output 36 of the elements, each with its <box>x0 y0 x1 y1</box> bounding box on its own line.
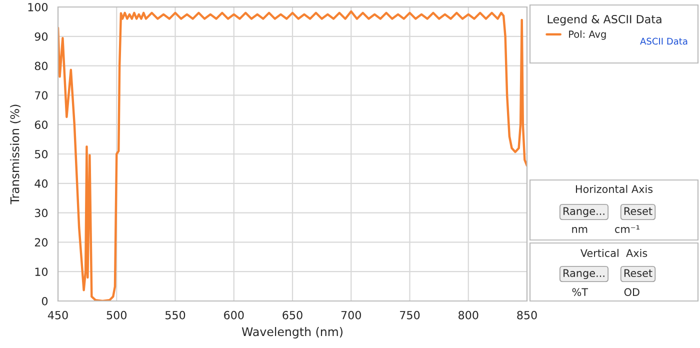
x-tick-label: 450 <box>48 310 68 320</box>
y-tick-label: 10 <box>35 268 48 276</box>
text: OD <box>624 288 640 296</box>
text: Range... <box>564 207 604 218</box>
y-tick-label: 60 <box>34 120 48 129</box>
y-tick-label: 40 <box>34 179 48 188</box>
text: Range... <box>564 269 604 280</box>
y-tick-label: 90 <box>34 32 48 41</box>
y-tick-label: 20 <box>34 238 48 247</box>
text: Reset <box>624 269 652 278</box>
x-tick-label: 700 <box>341 310 361 320</box>
x-tick-label: 850 <box>517 310 537 320</box>
x-tick-label: 800 <box>458 310 478 320</box>
y-tick-label: 100 <box>28 2 48 12</box>
x-tick-label: 750 <box>400 310 420 320</box>
x-axis-title: Wavelength (nm) <box>242 327 342 338</box>
text: ASCII Data <box>640 38 688 45</box>
x-tick-label: 600 <box>224 310 244 320</box>
legend-title: Legend & ASCII Data <box>548 14 662 26</box>
line-series <box>58 10 527 301</box>
y-tick-label: 70 <box>35 91 48 100</box>
text: Vertical Axis <box>580 248 648 258</box>
y-tick-label: 0 <box>42 296 48 306</box>
text: Horizontal Axis <box>576 184 653 194</box>
y-tick-label: 30 <box>34 208 48 218</box>
x-tick-label: 550 <box>166 310 186 320</box>
x-tick-label: 500 <box>106 310 126 320</box>
y-axis-title: Transmission (%) <box>10 104 21 204</box>
text: Reset <box>624 207 652 216</box>
y-tick-label: 50 <box>34 150 48 158</box>
legend-label: Pol: Avg <box>569 30 606 40</box>
text: %T <box>572 288 588 296</box>
y-tick-label: 80 <box>34 62 48 70</box>
text: nm <box>572 227 588 233</box>
text: cm⁻¹ <box>615 225 640 234</box>
x-tick-label: 650 <box>282 310 302 320</box>
